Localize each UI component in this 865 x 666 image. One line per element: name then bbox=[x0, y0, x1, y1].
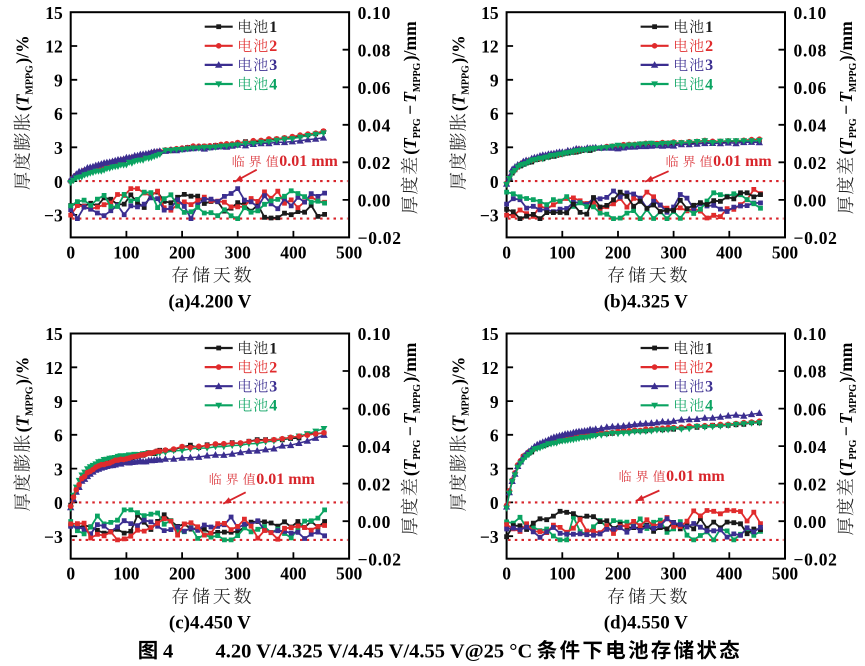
svg-text:0.01 mm: 0.01 mm bbox=[713, 153, 772, 170]
svg-text:0.01 mm: 0.01 mm bbox=[666, 468, 725, 485]
svg-text:(d)4.550 V: (d)4.550 V bbox=[604, 613, 688, 634]
svg-text:(b)4.325 V: (b)4.325 V bbox=[604, 291, 688, 312]
svg-text:4: 4 bbox=[163, 641, 173, 663]
svg-text:0.01 mm: 0.01 mm bbox=[256, 471, 315, 488]
svg-text:(c)4.450 V: (c)4.450 V bbox=[169, 613, 251, 634]
svg-text:4.20 V/4.325 V/4.45 V/4.55 V@2: 4.20 V/4.325 V/4.45 V/4.55 V@25 °C bbox=[216, 641, 533, 663]
svg-text:0.01 mm: 0.01 mm bbox=[279, 153, 338, 170]
svg-text:(a)4.200 V: (a)4.200 V bbox=[168, 291, 251, 312]
